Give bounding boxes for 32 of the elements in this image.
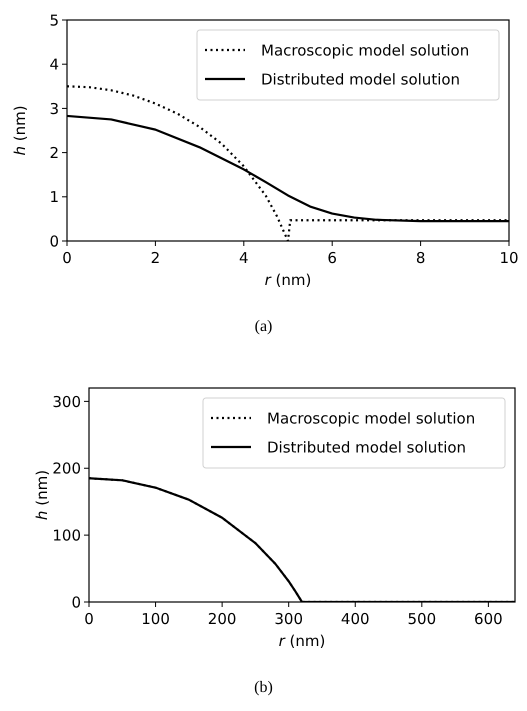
y-tick-label: 0 (71, 593, 81, 612)
y-tick-label: 4 (49, 56, 59, 74)
y-axis-title: h (nm) (11, 105, 29, 156)
y-tick-label: 200 (52, 460, 81, 478)
x-axis-title: r (nm) (278, 632, 326, 650)
y-axis-title: h (nm) (33, 470, 51, 520)
y-tick-label: 300 (52, 392, 81, 411)
legend-label: Macroscopic model solution (267, 409, 476, 428)
legend-label: Distributed model solution (261, 70, 460, 88)
x-tick-label: 6 (327, 249, 337, 267)
x-tick-label: 300 (274, 610, 304, 628)
x-tick-label: 400 (340, 610, 370, 628)
x-tick-label: 200 (208, 610, 236, 628)
x-tick-label: 4 (239, 249, 249, 267)
legend-label: Distributed model solution (267, 438, 466, 456)
x-tick-label: 10 (499, 249, 519, 267)
y-tick-label: 2 (49, 144, 59, 162)
x-tick-label: 2 (150, 249, 160, 267)
y-tick-label: 5 (49, 11, 59, 30)
x-tick-label: 0 (84, 610, 94, 628)
y-tick-label: 0 (49, 232, 59, 250)
x-tick-label: 500 (407, 610, 436, 628)
y-tick-label: 100 (52, 526, 81, 545)
y-tick-label: 1 (49, 188, 59, 206)
x-tick-label: 600 (474, 610, 503, 628)
text: (b) (254, 679, 273, 696)
x-axis-title: r (nm) (264, 271, 312, 289)
text: (a) (254, 318, 272, 335)
y-tick-label: 3 (49, 100, 59, 118)
x-tick-label: 8 (416, 249, 426, 267)
x-tick-label: 100 (141, 610, 170, 628)
legend-label: Macroscopic model solution (261, 41, 470, 60)
